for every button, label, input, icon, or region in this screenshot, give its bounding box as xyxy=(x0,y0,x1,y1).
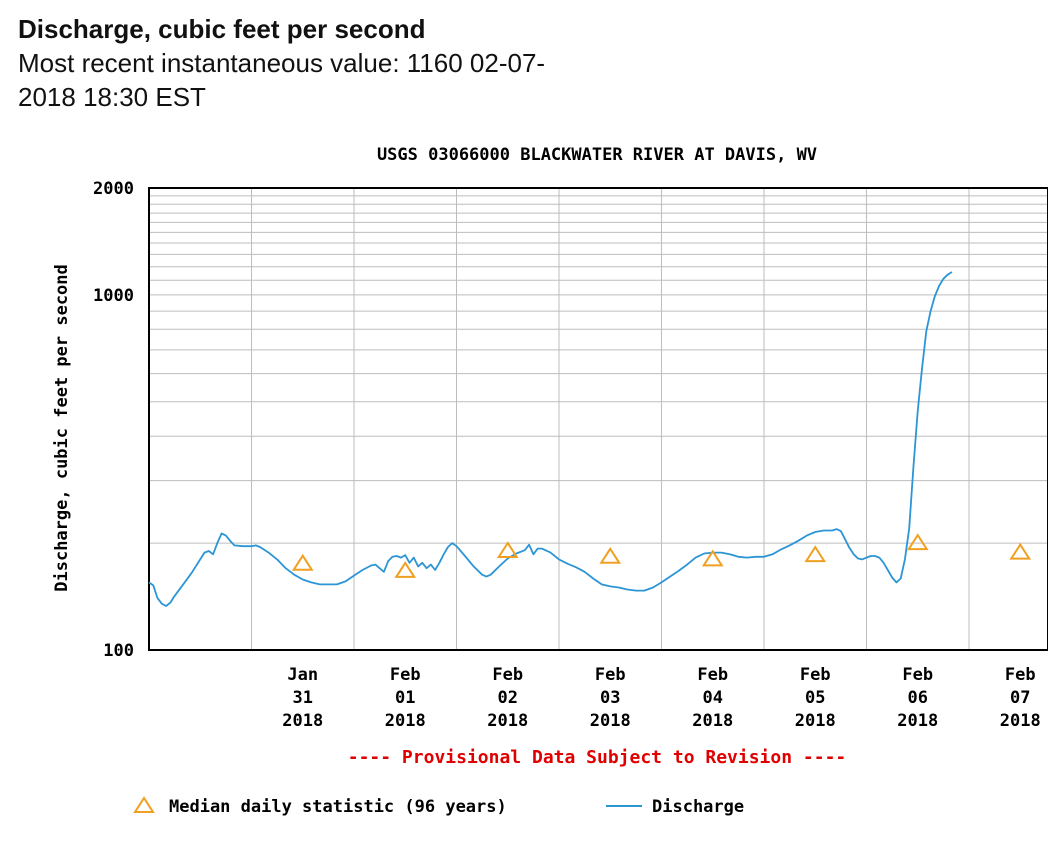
y-tick-label: 1000 xyxy=(93,286,134,306)
x-tick-label: 01 xyxy=(395,688,415,708)
x-tick-label: 2018 xyxy=(692,711,733,731)
median-marker xyxy=(906,533,929,551)
median-marker xyxy=(804,545,827,563)
provisional-note: ---- Provisional Data Subject to Revisio… xyxy=(348,747,847,768)
x-tick-label: 2018 xyxy=(282,711,323,731)
plot-frame xyxy=(148,187,1048,651)
x-tick-label: 2018 xyxy=(1000,711,1041,731)
x-tick-label: Feb xyxy=(1005,665,1036,685)
x-tick-label: 2018 xyxy=(590,711,631,731)
x-tick-label: 2018 xyxy=(385,711,426,731)
x-tick-label: 31 xyxy=(293,688,313,708)
median-marker xyxy=(394,561,417,578)
recent-value-line2: 2018 18:30 EST xyxy=(18,82,206,112)
plot-area xyxy=(148,271,1032,607)
x-tick-label: Feb xyxy=(800,665,831,685)
chart-title: USGS 03066000 BLACKWATER RIVER AT DAVIS,… xyxy=(377,145,817,165)
x-tick-label: 2018 xyxy=(795,711,836,731)
x-axis-ticks: Jan 31 2018 Feb 01 2018 Feb 02 2018 Feb 03 2018 Feb 0… xyxy=(282,665,1040,731)
median-marker xyxy=(701,549,724,567)
legend-discharge-label: Discharge xyxy=(652,797,744,817)
x-tick-label: 04 xyxy=(703,688,723,708)
x-tick-label: Feb xyxy=(492,665,523,685)
x-tick-label: Feb xyxy=(697,665,728,685)
page-header: Discharge, cubic feet per second Most re… xyxy=(18,12,638,114)
x-tick-label: Feb xyxy=(595,665,626,685)
median-marker xyxy=(599,546,622,564)
y-tick-label: 2000 xyxy=(93,179,134,199)
median-marker xyxy=(1009,542,1032,560)
legend-median-label: Median daily statistic (96 years) xyxy=(169,797,507,817)
chart-grid xyxy=(149,188,1048,650)
x-tick-label: Jan xyxy=(287,665,318,685)
recent-value-line1: Most recent instantaneous value: 1160 02… xyxy=(18,48,546,78)
y-axis-label: Discharge, cubic feet per second xyxy=(52,264,72,592)
median-marker xyxy=(291,553,314,571)
legend: Median daily statistic (96 years) Discha… xyxy=(133,796,744,817)
x-tick-label: 2018 xyxy=(897,711,938,731)
x-tick-label: 2018 xyxy=(487,711,528,731)
x-tick-label: 05 xyxy=(805,688,825,708)
median-marker xyxy=(496,541,519,559)
y-axis-ticks: 100 1000 2000 xyxy=(93,179,134,661)
x-tick-label: 02 xyxy=(498,688,518,708)
page-title: Discharge, cubic feet per second xyxy=(18,14,426,44)
legend-median-marker xyxy=(133,796,155,813)
x-tick-label: 03 xyxy=(600,688,620,708)
x-tick-label: 06 xyxy=(907,688,927,708)
x-tick-label: Feb xyxy=(390,665,421,685)
x-tick-label: 07 xyxy=(1010,688,1030,708)
x-tick-label: Feb xyxy=(902,665,933,685)
discharge-series-line xyxy=(148,271,953,607)
y-tick-label: 100 xyxy=(103,641,134,661)
